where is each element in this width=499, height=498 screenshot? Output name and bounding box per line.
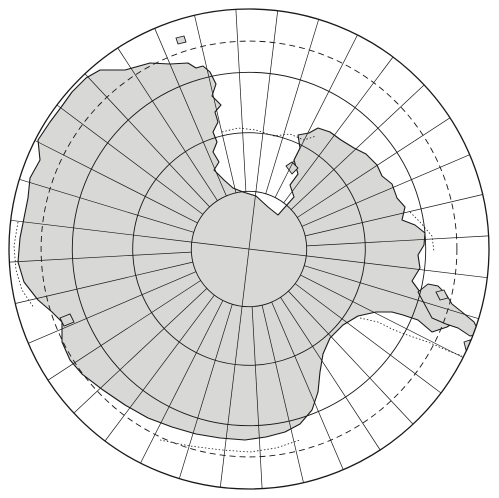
meridian-line (10, 219, 192, 243)
meridian-line (300, 274, 464, 358)
meridian-line (306, 235, 489, 247)
parallel-line (190, 190, 308, 308)
meridian-line (28, 271, 197, 344)
meridian-line (154, 28, 227, 197)
island-peninsula-1 (435, 289, 449, 301)
meridian-line (219, 306, 243, 488)
polar-cross-line (191, 241, 307, 257)
meridian-line (304, 265, 479, 320)
meridian-line (297, 117, 451, 218)
meridian-line (251, 306, 263, 489)
meridian-line (178, 304, 233, 479)
meridian-line (288, 290, 414, 425)
island-east (285, 161, 299, 175)
meridian-line (283, 56, 394, 204)
antarctica-landmass (17, 62, 459, 441)
ice-shelf-weddell (359, 317, 463, 357)
meridian-line (140, 300, 224, 464)
ice-edge-east (409, 211, 435, 253)
meridian-line (271, 301, 344, 470)
meridian-line (34, 140, 198, 224)
ice-edge-south (159, 439, 301, 453)
meridian-line (47, 280, 201, 381)
meridian-line (290, 84, 425, 210)
meridian-line (261, 305, 304, 483)
meridian-line (255, 10, 279, 192)
meridian-line (9, 251, 192, 263)
meridian-line (265, 19, 320, 194)
island-west (59, 313, 75, 327)
meridian-line (15, 261, 193, 304)
meridian-line (305, 194, 483, 237)
meridian-line (84, 73, 210, 208)
meridian-line (194, 15, 237, 193)
island-north (175, 35, 187, 45)
meridian-line (56, 104, 204, 215)
meridian-line (274, 34, 358, 198)
graticule (9, 9, 489, 489)
meridian-line (73, 288, 208, 414)
parallel-line (71, 71, 427, 427)
meridian-line (280, 297, 381, 451)
meridian-line (301, 154, 470, 227)
meridian-line (19, 178, 194, 233)
meridian-line (117, 47, 218, 201)
parallel-line (132, 132, 366, 366)
map-border (8, 8, 490, 490)
dashed-parallel-line (40, 40, 458, 458)
meridian-line (306, 255, 488, 279)
meridian-line (235, 9, 247, 192)
meridian-line (294, 283, 442, 394)
meridian-line (104, 294, 215, 442)
